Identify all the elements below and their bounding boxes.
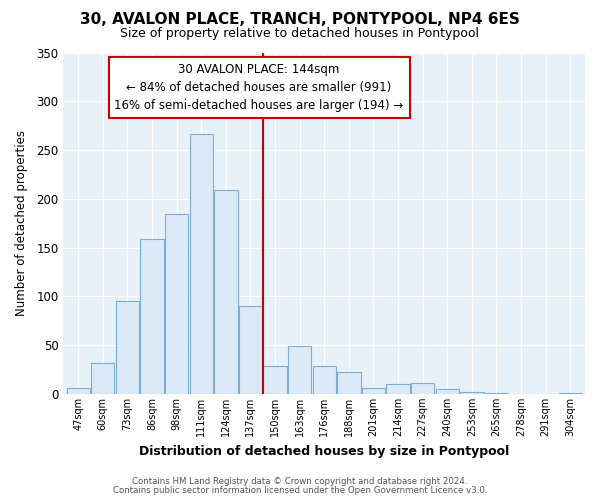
Bar [67,388,90,394]
Bar [190,134,213,394]
Bar [411,383,434,394]
Bar [239,306,262,394]
Bar [559,393,582,394]
Text: Contains public sector information licensed under the Open Government Licence v3: Contains public sector information licen… [113,486,487,495]
Bar [116,301,139,394]
Bar [362,388,385,394]
Bar [263,366,287,394]
Text: Size of property relative to detached houses in Pontypool: Size of property relative to detached ho… [121,26,479,40]
Y-axis label: Number of detached properties: Number of detached properties [15,130,28,316]
Bar [313,366,336,394]
Bar [485,393,508,394]
Bar [436,389,459,394]
Bar [460,392,484,394]
Bar [214,190,238,394]
Bar [288,346,311,394]
Bar [165,214,188,394]
Bar [386,384,410,394]
Bar [337,372,361,394]
Bar [140,239,164,394]
Text: 30 AVALON PLACE: 144sqm
← 84% of detached houses are smaller (991)
16% of semi-d: 30 AVALON PLACE: 144sqm ← 84% of detache… [115,62,404,112]
Bar [91,362,115,394]
Text: 30, AVALON PLACE, TRANCH, PONTYPOOL, NP4 6ES: 30, AVALON PLACE, TRANCH, PONTYPOOL, NP4… [80,12,520,28]
Text: Contains HM Land Registry data © Crown copyright and database right 2024.: Contains HM Land Registry data © Crown c… [132,477,468,486]
X-axis label: Distribution of detached houses by size in Pontypool: Distribution of detached houses by size … [139,444,509,458]
